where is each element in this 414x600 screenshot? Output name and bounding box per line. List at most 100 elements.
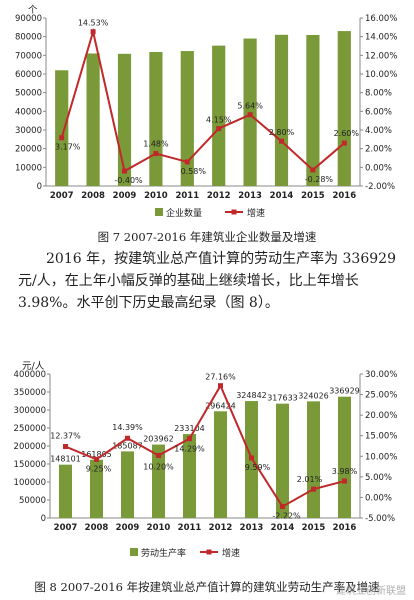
right-axis-tick-label: 30.00%: [365, 370, 397, 380]
growth-line: [60, 27, 345, 173]
x-tick-label: 2012: [209, 523, 233, 533]
right-axis-tick-label: 8.00%: [365, 89, 392, 99]
line-data-label: 9.25%: [86, 464, 112, 473]
right-axis-tick-label: 6.00%: [365, 107, 392, 117]
line-data-label: 2.80%: [269, 128, 295, 137]
x-tick-label: 2008: [85, 523, 109, 533]
line-data-label: 0.58%: [181, 167, 207, 176]
x-tick-label: 2014: [271, 523, 295, 533]
line-data-label: 27.16%: [205, 373, 236, 382]
growth-point-2016: [342, 478, 347, 484]
bar-data-label: 317633: [267, 394, 298, 403]
left-axis-tick-label: 50000: [15, 89, 42, 99]
left-axis-tick-label: 60000: [15, 70, 42, 80]
x-tick-label: 2014: [270, 191, 294, 201]
right-axis-tick-label: 2.00%: [365, 145, 392, 155]
legend-line-label: 增速: [222, 547, 240, 559]
x-tick-label: 2007: [50, 191, 74, 201]
left-axis-tick-label: 0: [37, 182, 42, 192]
line-data-label: -0.40%: [114, 176, 143, 185]
legend-line-marker: [231, 209, 237, 215]
left-axis-tick-label: 90000: [15, 14, 42, 24]
x-tick-label: 2013: [240, 523, 264, 533]
right-axis-tick-label: 10.00%: [365, 70, 397, 80]
x-tick-label: 2015: [302, 523, 326, 533]
bar-2007: [55, 70, 69, 186]
right-axis-tick-label: 20.00%: [365, 411, 397, 421]
growth-point-2013: [247, 112, 253, 118]
figure-8-caption: 图 8 2007-2016 年按建筑业总产值计算的建筑业劳动生产率及增速: [34, 580, 380, 594]
bar-2010: [149, 51, 163, 187]
left-axis-tick-label: 50000: [19, 496, 46, 506]
bar-data-label: 148101: [50, 455, 81, 464]
x-tick-label: 2008: [81, 191, 105, 201]
bar-2011: [182, 434, 197, 518]
left-axis-tick-label: 100000: [14, 478, 46, 488]
growth-point-2009: [125, 435, 130, 441]
line-data-label: 3.98%: [332, 467, 358, 476]
line-data-label: 2.01%: [297, 475, 323, 484]
x-tick-label: 2011: [175, 191, 199, 201]
left-axis-tick-label: 30000: [15, 126, 42, 136]
right-axis-tick-label: 0.00%: [365, 163, 392, 173]
left-axis-tick-label: 70000: [15, 51, 42, 61]
bar-data-label: 233104: [174, 424, 205, 433]
growth-point-2015: [310, 167, 316, 173]
line-data-label: 14.53%: [78, 19, 109, 28]
legend-line-label: 增速: [247, 207, 265, 219]
right-axis-tick-label: 16.00%: [365, 14, 397, 24]
x-tick-label: 2011: [178, 523, 202, 533]
right-axis-tick-label: 14.00%: [365, 33, 397, 43]
right-axis-tick-label: 4.00%: [365, 126, 392, 136]
left-axis-label: 个: [28, 5, 38, 16]
left-axis-tick-label: 300000: [14, 406, 46, 416]
bar-2009: [120, 451, 135, 518]
growth-point-2011: [184, 159, 190, 165]
bar-2007: [58, 464, 73, 518]
right-axis-tick-label: 25.00%: [365, 391, 397, 401]
growth-point-2016: [341, 140, 347, 146]
line-data-label: 9.59%: [245, 463, 271, 472]
right-axis-tick-label: 5.00%: [365, 473, 392, 483]
growth-point-2008: [90, 29, 96, 35]
growth-point-2009: [122, 168, 127, 174]
right-axis-tick-label: -2.00%: [365, 182, 395, 192]
figure-7-caption: 图 7 2007-2016 年建筑业企业数量及增速: [97, 230, 317, 244]
line-data-label: 14.29%: [174, 445, 205, 454]
growth-point-2015: [311, 486, 316, 492]
bar-data-label: 324026: [298, 391, 329, 400]
right-axis-tick-label: 10.00%: [365, 452, 397, 462]
x-tick-label: 2010: [147, 523, 171, 533]
chart-enterprise-count: 0 10000 20000 30000 40000 50000 60000 70000 8000…: [15, 5, 397, 219]
left-axis-tick-label: 400000: [14, 370, 46, 380]
bar-2012: [212, 45, 226, 187]
right-axis-tick-label: 15.00%: [365, 432, 397, 442]
line-data-label: 12.37%: [50, 432, 81, 441]
bar-2012: [213, 411, 228, 518]
line-data-label: 4.15%: [206, 116, 232, 125]
bar-2008: [86, 53, 100, 186]
line-data-label: 10.20%: [143, 462, 174, 471]
left-axis-tick-label: 150000: [14, 460, 46, 470]
growth-point-2007: [63, 444, 68, 450]
right-axis-tick-label: 12.00%: [365, 51, 397, 61]
bar-data-label: 336929: [329, 387, 360, 396]
bar-2011: [180, 51, 194, 186]
left-axis-tick-label: 40000: [15, 107, 42, 117]
growth-point-2013: [249, 455, 254, 461]
growth-point-2012: [216, 126, 222, 132]
left-axis-tick-label: 80000: [15, 33, 42, 43]
bar-2014: [274, 34, 289, 186]
bar-2015: [306, 401, 321, 518]
x-tick-label: 2015: [301, 191, 325, 201]
left-axis-tick-label: 250000: [14, 424, 46, 434]
left-axis-tick-label: 10000: [15, 163, 42, 173]
bar-data-label: 185087: [112, 441, 143, 450]
legend-bar-label: 劳动生产率: [141, 547, 186, 559]
x-tick-label: 2013: [238, 191, 262, 201]
left-axis-tick-label: 350000: [14, 388, 46, 398]
bar-data-label: 296424: [205, 401, 236, 410]
x-tick-label: 2012: [207, 191, 231, 201]
legend-line-marker: [206, 549, 212, 555]
growth-point-2011: [187, 436, 192, 442]
